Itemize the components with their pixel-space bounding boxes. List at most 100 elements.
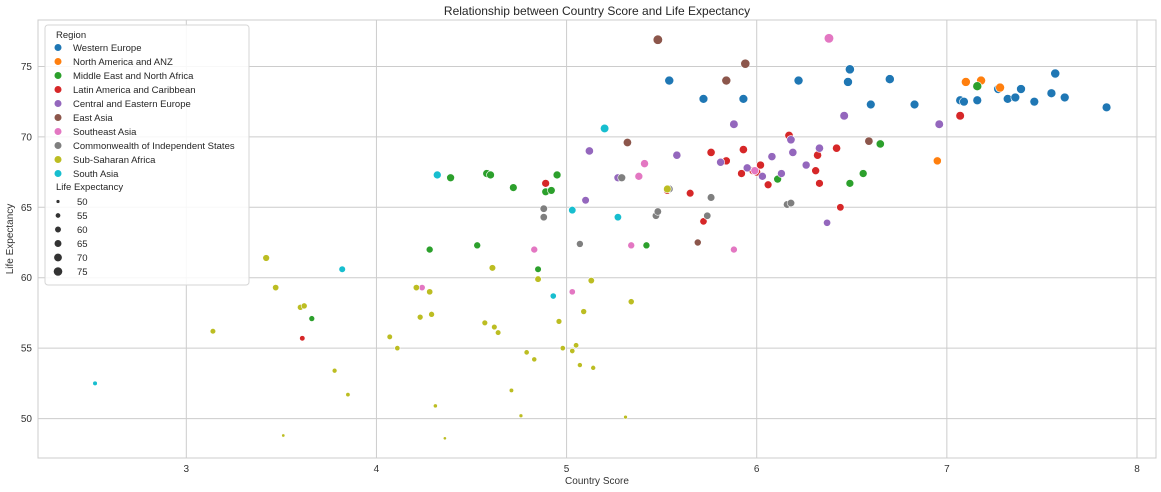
- data-point: [547, 186, 556, 195]
- data-point: [934, 119, 944, 129]
- data-point: [627, 241, 636, 250]
- data-point: [738, 145, 748, 154]
- data-point: [706, 147, 716, 157]
- data-point: [531, 356, 538, 363]
- data-point: [972, 95, 982, 105]
- data-point: [777, 169, 786, 178]
- data-point: [843, 77, 853, 87]
- y-axis-title: Life Expectancy: [5, 204, 16, 275]
- data-point: [972, 81, 983, 91]
- data-point: [345, 392, 351, 398]
- data-point: [750, 166, 760, 175]
- data-point: [412, 284, 420, 292]
- data-point: [627, 298, 635, 306]
- data-point: [442, 436, 447, 441]
- data-point: [622, 138, 632, 147]
- data-point: [299, 335, 306, 342]
- legend: Region Western Europe North America and A…: [44, 24, 250, 286]
- data-point: [652, 34, 663, 45]
- data-point: [763, 180, 773, 189]
- data-point: [801, 160, 811, 170]
- data-point: [486, 170, 495, 180]
- data-point: [428, 311, 435, 318]
- x-axis-title: Country Score: [565, 476, 629, 487]
- data-point: [308, 315, 316, 322]
- data-point: [580, 308, 587, 315]
- legend-size-label: 55: [77, 211, 88, 222]
- data-point: [959, 96, 969, 107]
- x-tick-label: 4: [374, 464, 380, 475]
- legend-label: Central and Eastern Europe: [73, 99, 191, 110]
- y-tick-label: 70: [21, 132, 33, 143]
- legend-size-marker: [55, 199, 61, 204]
- data-point: [995, 82, 1005, 93]
- data-point: [617, 173, 626, 182]
- legend-size-entries: 50 55 60 65 70 75: [53, 197, 88, 278]
- legend-marker: [53, 85, 63, 94]
- data-point: [549, 292, 557, 300]
- legend-label: Southeast Asia: [73, 127, 137, 138]
- legend-size-marker: [53, 266, 63, 277]
- data-point: [508, 387, 514, 393]
- y-tick-label: 65: [21, 203, 33, 214]
- data-point: [706, 193, 716, 202]
- y-tick-label: 55: [21, 344, 33, 355]
- data-point: [534, 275, 542, 283]
- data-point: [509, 183, 518, 192]
- data-point: [729, 119, 739, 129]
- data-point: [738, 94, 749, 104]
- legend-size-label: 75: [77, 267, 88, 278]
- data-point: [262, 254, 270, 262]
- data-point: [742, 163, 752, 173]
- data-point: [832, 143, 842, 153]
- legend-size-marker: [53, 252, 63, 263]
- x-tick-label: 7: [944, 464, 950, 475]
- data-point: [844, 64, 855, 75]
- data-point: [640, 159, 649, 168]
- data-point: [1101, 102, 1112, 112]
- data-point: [1029, 96, 1040, 107]
- data-point: [788, 147, 798, 157]
- data-point: [559, 345, 566, 352]
- data-point: [590, 365, 596, 371]
- legend-label: North America and ANZ: [73, 57, 173, 68]
- legend-label: Western Europe: [73, 43, 141, 54]
- data-point: [416, 313, 424, 321]
- data-point: [488, 264, 497, 272]
- data-point: [909, 99, 920, 110]
- data-point: [730, 245, 738, 254]
- data-point: [884, 74, 895, 84]
- legend-label: Latin America and Caribbean: [73, 85, 196, 96]
- chart-title: Relationship between Country Score and L…: [444, 4, 750, 18]
- data-point: [811, 166, 820, 175]
- y-tick-label: 50: [21, 414, 33, 425]
- legend-marker: [53, 57, 63, 66]
- data-point: [693, 238, 702, 247]
- data-point: [433, 403, 438, 409]
- legend-size-marker: [54, 225, 62, 234]
- data-point: [1010, 92, 1021, 103]
- legend-marker: [53, 99, 63, 108]
- data-point: [623, 414, 628, 420]
- data-point: [433, 170, 442, 180]
- data-point: [523, 349, 530, 356]
- data-point: [767, 152, 777, 161]
- data-points: [92, 33, 1112, 441]
- data-point: [568, 206, 577, 215]
- data-point: [576, 240, 584, 248]
- data-point: [653, 207, 662, 216]
- data-point: [815, 179, 824, 188]
- data-point: [587, 277, 595, 285]
- legend-marker: [53, 169, 63, 178]
- data-point: [568, 288, 576, 296]
- data-point: [473, 241, 482, 250]
- data-point: [858, 169, 868, 178]
- data-point: [481, 319, 489, 326]
- legend-size-label: 65: [77, 239, 88, 250]
- data-point: [672, 150, 682, 160]
- data-point: [864, 136, 874, 146]
- data-point: [600, 123, 610, 133]
- data-point: [425, 245, 434, 254]
- data-point: [1046, 88, 1057, 98]
- legend-size-marker: [55, 212, 61, 219]
